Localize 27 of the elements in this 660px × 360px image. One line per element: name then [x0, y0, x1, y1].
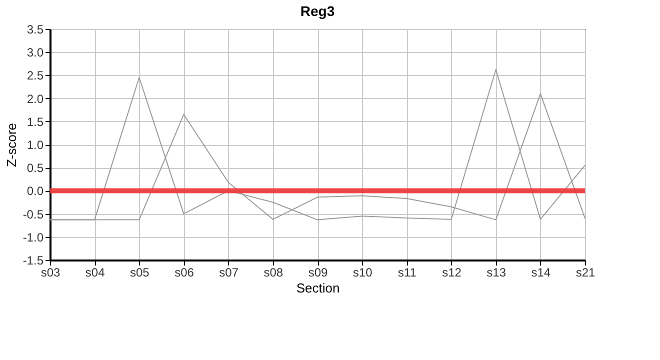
y-tick-label: -1.0 [22, 230, 44, 244]
y-tick-label: 3.0 [26, 46, 44, 60]
x-tick-label: s03 [40, 266, 60, 280]
x-tick-label: s11 [398, 266, 417, 280]
x-tick-label: s21 [576, 266, 596, 280]
x-tick-label: s13 [486, 266, 506, 280]
y-tick-label: 3.5 [26, 22, 44, 36]
y-tick-label: 1.0 [26, 138, 44, 152]
x-tick-label: s06 [174, 266, 194, 280]
y-tick-label: 1.5 [26, 114, 44, 129]
y-tick-label: 2.5 [26, 68, 44, 83]
y-tick-label: 2.0 [26, 92, 44, 106]
x-axis-title: Section [296, 280, 340, 296]
chart-title: Reg3 [300, 3, 335, 19]
x-tick-label: s12 [442, 266, 462, 280]
x-tick-label: s10 [352, 266, 373, 280]
y-tick-label: -1.5 [22, 254, 44, 268]
x-tick-label: s04 [85, 266, 106, 280]
x-tick-label: s05 [130, 266, 150, 280]
y-tick-label: -0.5 [22, 207, 44, 222]
x-tick-label: s09 [308, 266, 328, 280]
x-tick-label: s07 [219, 266, 239, 280]
x-tick-label: s14 [531, 266, 551, 280]
y-axis-title: Z-score [4, 122, 19, 168]
y-tick-label: 0.5 [26, 161, 44, 176]
x-tick-label: s08 [264, 266, 284, 280]
y-tick-label: 0.0 [26, 184, 44, 198]
